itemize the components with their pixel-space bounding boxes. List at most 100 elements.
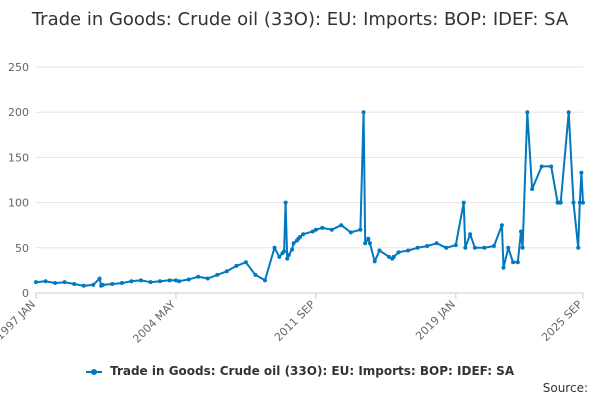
- data-point[interactable]: [62, 280, 67, 285]
- data-point[interactable]: [463, 245, 468, 250]
- y-tick-label: 200: [8, 106, 29, 119]
- legend[interactable]: Trade in Goods: Crude oil (33O): EU: Imp…: [0, 364, 600, 378]
- data-point[interactable]: [372, 259, 377, 264]
- data-point[interactable]: [167, 278, 172, 283]
- data-point[interactable]: [501, 265, 506, 270]
- data-point[interactable]: [525, 110, 530, 115]
- legend-label[interactable]: Trade in Goods: Crude oil (33O): EU: Imp…: [110, 364, 515, 378]
- data-point[interactable]: [558, 200, 563, 205]
- data-point[interactable]: [286, 253, 291, 258]
- data-point[interactable]: [283, 200, 288, 205]
- x-axis: 1997 JAN 2004 MAY 2011 SEP 2019 JAN 2025 SEP: [0, 293, 585, 346]
- data-point[interactable]: [81, 283, 86, 288]
- data-point[interactable]: [72, 281, 77, 286]
- y-tick-label: 250: [8, 61, 29, 74]
- x-tick-label: 2019 JAN: [413, 298, 458, 343]
- data-point[interactable]: [579, 170, 584, 175]
- series[interactable]: [34, 110, 585, 288]
- data-point[interactable]: [387, 254, 392, 259]
- data-point[interactable]: [391, 254, 396, 259]
- data-point[interactable]: [282, 249, 287, 254]
- data-point[interactable]: [301, 232, 306, 237]
- legend-symbol: [85, 367, 102, 377]
- x-tick-label: 2011 SEP: [272, 298, 318, 344]
- data-point[interactable]: [297, 234, 302, 239]
- data-point[interactable]: [339, 223, 344, 228]
- data-point[interactable]: [262, 278, 267, 283]
- data-point[interactable]: [196, 274, 201, 279]
- data-point[interactable]: [482, 245, 487, 250]
- y-tick-label: 50: [15, 242, 29, 255]
- data-point[interactable]: [520, 245, 525, 250]
- data-point[interactable]: [539, 164, 544, 169]
- data-point[interactable]: [91, 282, 96, 287]
- data-point[interactable]: [515, 260, 520, 265]
- data-point[interactable]: [215, 272, 220, 277]
- data-point[interactable]: [243, 260, 248, 265]
- data-point[interactable]: [361, 110, 366, 115]
- data-point[interactable]: [119, 281, 124, 286]
- data-point[interactable]: [177, 279, 182, 284]
- data-point[interactable]: [425, 243, 430, 248]
- data-point[interactable]: [290, 247, 295, 252]
- data-point[interactable]: [472, 245, 477, 250]
- data-point[interactable]: [97, 276, 102, 281]
- data-point[interactable]: [571, 200, 576, 205]
- data-point[interactable]: [530, 187, 535, 192]
- data-point[interactable]: [320, 225, 325, 230]
- data-point[interactable]: [329, 227, 334, 232]
- chart-title: Trade in Goods: Crude oil (33O): EU: Imp…: [31, 9, 569, 30]
- data-point[interactable]: [461, 200, 466, 205]
- data-point[interactable]: [43, 279, 48, 284]
- data-point[interactable]: [518, 229, 523, 234]
- data-point[interactable]: [358, 227, 363, 232]
- data-point[interactable]: [224, 269, 229, 274]
- data-point[interactable]: [453, 243, 458, 248]
- data-point[interactable]: [577, 200, 582, 205]
- data-point[interactable]: [313, 227, 318, 232]
- data-point[interactable]: [285, 256, 290, 261]
- data-point[interactable]: [367, 241, 372, 246]
- data-point[interactable]: [444, 245, 449, 250]
- x-tick-label: 1997 JAN: [0, 298, 38, 343]
- data-point[interactable]: [310, 229, 315, 234]
- data-point[interactable]: [406, 248, 411, 253]
- data-point[interactable]: [566, 110, 571, 115]
- data-point[interactable]: [499, 223, 504, 228]
- data-point[interactable]: [366, 236, 371, 241]
- data-point[interactable]: [158, 279, 163, 284]
- data-point[interactable]: [186, 277, 191, 282]
- data-point[interactable]: [148, 280, 153, 285]
- data-point[interactable]: [363, 241, 368, 246]
- data-point[interactable]: [506, 245, 511, 250]
- data-point[interactable]: [129, 279, 134, 284]
- data-point[interactable]: [234, 263, 239, 268]
- data-point[interactable]: [110, 281, 115, 286]
- x-tick-label: 2025 SEP: [539, 298, 585, 344]
- data-point[interactable]: [173, 278, 178, 283]
- data-point[interactable]: [491, 243, 496, 248]
- data-point[interactable]: [138, 278, 143, 283]
- data-point[interactable]: [511, 260, 516, 265]
- data-point[interactable]: [272, 245, 277, 250]
- data-point[interactable]: [415, 245, 420, 250]
- source-credit[interactable]: Source:: [542, 381, 588, 395]
- data-point[interactable]: [277, 254, 282, 259]
- data-point[interactable]: [549, 164, 554, 169]
- data-point[interactable]: [253, 272, 258, 277]
- y-tick-label: 0: [22, 287, 29, 300]
- data-point[interactable]: [205, 276, 210, 281]
- data-point[interactable]: [291, 241, 296, 246]
- data-point[interactable]: [34, 280, 38, 285]
- data-point[interactable]: [576, 245, 581, 250]
- data-point[interactable]: [53, 281, 58, 286]
- data-point[interactable]: [396, 250, 401, 255]
- data-point[interactable]: [581, 200, 585, 205]
- data-point[interactable]: [434, 241, 439, 246]
- data-point[interactable]: [348, 230, 353, 235]
- data-point[interactable]: [468, 232, 473, 237]
- data-point[interactable]: [100, 282, 105, 287]
- data-point[interactable]: [377, 248, 382, 253]
- series-line[interactable]: [35, 111, 584, 287]
